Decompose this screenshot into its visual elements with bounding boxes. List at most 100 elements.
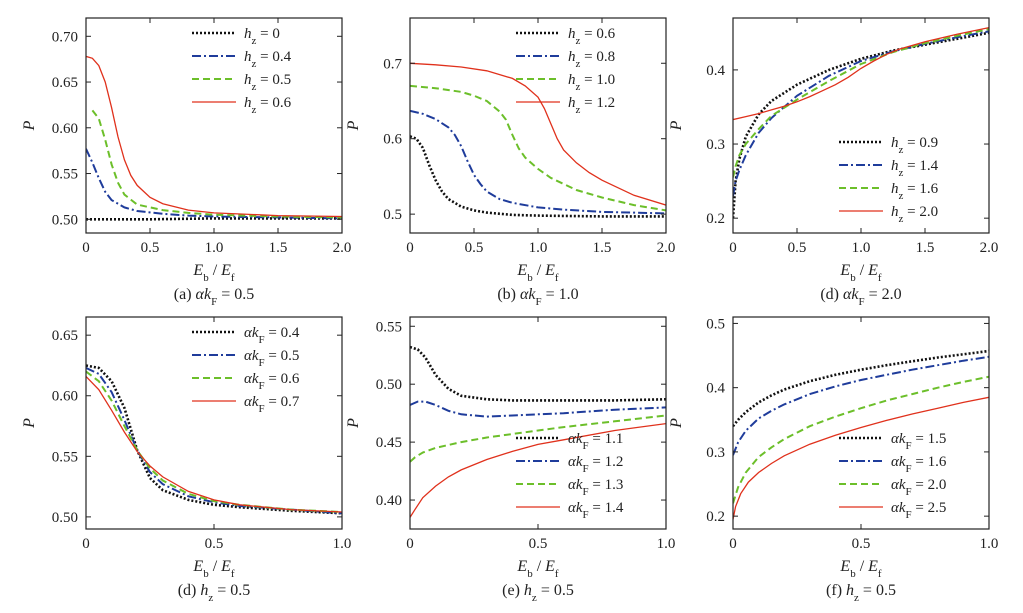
legend-label-kf-2-5: αkF = 2.5: [891, 500, 946, 521]
y-tick-label: 0.6: [383, 132, 402, 148]
panel-caption: (d) αkF = 2.0: [820, 286, 901, 308]
y-tick-label: 0.60: [52, 389, 78, 405]
plot-frame: [85, 316, 343, 530]
y-axis-label: P: [668, 120, 685, 131]
x-tick-label: 1.5: [916, 240, 935, 256]
y-tick-label: 0.65: [52, 328, 78, 344]
x-tick-label: 0.5: [852, 536, 871, 552]
series-line-kf-1-3: [410, 414, 666, 463]
legend-label-kf-0-5: αkF = 0.5: [244, 348, 299, 369]
y-tick-label: 0.60: [52, 121, 78, 137]
legend-label-hz-1-2: hz = 1.2: [568, 95, 615, 116]
series-line-kf-0-4: [86, 364, 342, 515]
y-tick-label: 0.3: [706, 137, 725, 153]
x-tick-label: 0.5: [465, 240, 484, 256]
x-tick-label: 0.5: [788, 240, 807, 256]
series-line-kf-2-5: [733, 396, 989, 520]
y-tick-label: 0.45: [376, 435, 402, 451]
series-line-hz-1-2: [410, 62, 666, 206]
legend-label-kf-2-0: αkF = 2.0: [891, 477, 946, 498]
x-tick-label: 1.0: [205, 240, 224, 256]
x-axis-label: Eb / Ef: [839, 262, 882, 284]
y-tick-label: 0.55: [52, 167, 78, 183]
series-line-hz-0-6: [86, 55, 342, 218]
series-line-kf-1-4: [410, 422, 666, 518]
legend-label-hz-0-4: hz = 0.4: [244, 49, 292, 70]
x-tick-label: 0: [406, 536, 414, 552]
legend-label-hz-0: hz = 0: [244, 26, 280, 47]
y-tick-label: 0.50: [52, 510, 78, 526]
plot-frame: [85, 17, 343, 234]
x-axis-label: Eb / Ef: [839, 558, 882, 580]
y-axis-label: P: [345, 120, 362, 131]
legend-label-kf-1-4: αkF = 1.4: [568, 500, 624, 521]
y-tick-label: 0.7: [383, 56, 402, 72]
y-axis-label: P: [21, 418, 38, 429]
legend-label-kf-1-6: αkF = 1.6: [891, 454, 947, 475]
series-line-kf-1-2: [410, 400, 666, 418]
series-line-hz-1-0: [410, 84, 666, 212]
x-tick-label: 0: [406, 240, 414, 256]
panel-caption: (a) αkF = 0.5: [174, 286, 254, 308]
plot-frame: [732, 17, 990, 234]
x-axis-label: Eb / Ef: [192, 558, 235, 580]
series-line-kf-1-6: [733, 355, 989, 456]
plot-frame: [732, 316, 990, 530]
plot-frame: [409, 17, 667, 234]
legend-label-hz-0-8: hz = 0.8: [568, 49, 615, 70]
panel-caption: (e) hz = 0.5: [502, 582, 574, 604]
series-line-hz-2-0: [733, 26, 989, 121]
series-line-kf-0-7: [86, 375, 342, 513]
panel-2: 0 0.5 1.0 1.5 2.0 0.5 0.6 0.7 P Eb / Ef(b) αkF = …: [345, 17, 676, 308]
x-tick-label: 0: [729, 240, 737, 256]
panel-6: 0 0.5 1.0 0.2 0.3 0.4 0.5 P Eb / Ef(f) hz = 0.5 α…: [668, 316, 998, 604]
y-tick-label: 0.4: [706, 381, 725, 397]
y-axis-label: P: [21, 120, 38, 131]
x-tick-label: 2.0: [657, 240, 676, 256]
series-line-kf-1-5: [733, 349, 989, 428]
legend-label-kf-0-6: αkF = 0.6: [244, 371, 300, 392]
legend-label-hz-0-9: hz = 0.9: [891, 135, 938, 156]
y-tick-label: 0.50: [376, 377, 402, 393]
x-axis-label: Eb / Ef: [516, 558, 559, 580]
legend-label-hz-2-0: hz = 2.0: [891, 204, 938, 225]
legend-label-hz-1-6: hz = 1.6: [891, 181, 939, 202]
series-line-kf-0-5: [86, 366, 342, 515]
y-tick-label: 0.50: [52, 212, 78, 228]
x-tick-label: 1.5: [269, 240, 288, 256]
x-tick-label: 1.0: [657, 536, 676, 552]
series-line-hz-0: [86, 217, 342, 221]
panel-5: 0 0.5 1.0 0.40 0.45 0.50 0.55 P Eb / Ef(e) hz = …: [345, 316, 676, 604]
x-tick-label: 1.5: [593, 240, 612, 256]
x-tick-label: 0: [729, 536, 737, 552]
series-line-kf-0-6: [86, 370, 342, 513]
y-tick-label: 0.70: [52, 29, 78, 45]
y-tick-label: 0.5: [383, 207, 402, 223]
y-tick-label: 0.5: [706, 316, 725, 332]
x-tick-label: 1.0: [333, 536, 352, 552]
y-tick-label: 0.55: [376, 319, 402, 335]
legend-label-kf-0-4: αkF = 0.4: [244, 325, 300, 346]
series-line-hz-0-5: [91, 109, 342, 219]
panel-caption: (b) αkF = 1.0: [497, 286, 578, 308]
y-tick-label: 0.55: [52, 449, 78, 465]
x-tick-label: 0: [82, 240, 90, 256]
series-line-kf-1-1: [410, 345, 666, 402]
x-tick-label: 2.0: [980, 240, 999, 256]
x-axis-label: Eb / Ef: [516, 262, 559, 284]
series-line-hz-1-4: [733, 30, 989, 197]
legend-label-hz-1-0: hz = 1.0: [568, 72, 615, 93]
panel-caption: (d) hz = 0.5: [178, 582, 251, 604]
legend-label-kf-1-1: αkF = 1.1: [568, 431, 623, 452]
y-axis-label: P: [668, 418, 685, 429]
legend-label-hz-0-6: hz = 0.6: [568, 26, 616, 47]
y-axis-label: P: [345, 418, 362, 429]
y-tick-label: 0.2: [706, 509, 725, 525]
series-line-hz-0-8: [410, 109, 666, 215]
series-line-hz-1-6: [733, 28, 989, 178]
plot-frame: [409, 316, 667, 530]
x-tick-label: 1.0: [529, 240, 548, 256]
y-tick-label: 0.2: [706, 211, 725, 227]
series-line-kf-2-0: [733, 375, 989, 504]
